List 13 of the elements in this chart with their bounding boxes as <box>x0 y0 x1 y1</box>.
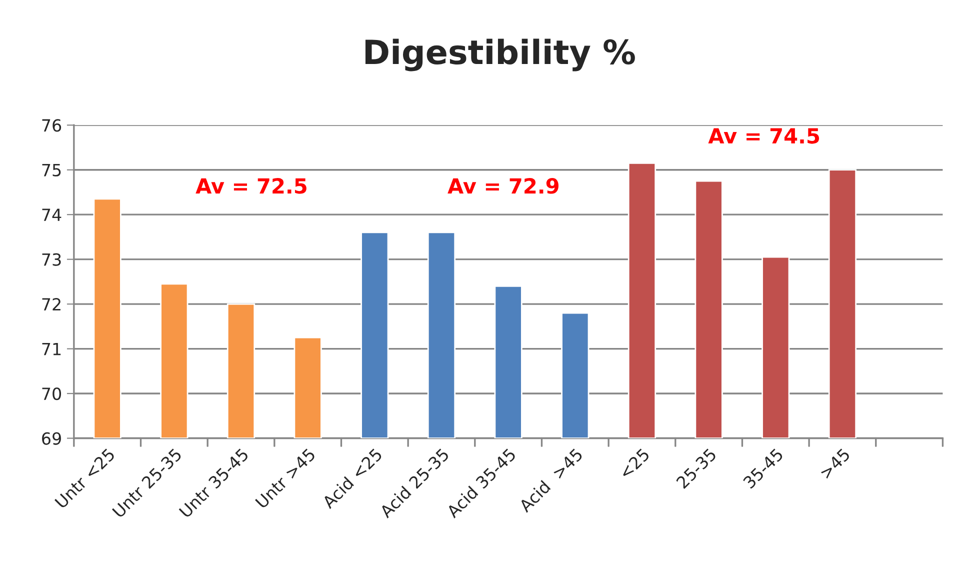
y-tick-label: 75 <box>42 164 61 176</box>
y-tick-label: 71 <box>42 342 61 356</box>
annotation: Av = 72.5 <box>196 178 306 194</box>
x-tick-label: <25 <box>618 448 650 480</box>
y-tick-label: 76 <box>42 119 62 132</box>
y-tick-label: 69 <box>42 432 61 445</box>
chart-title: Digestibility % <box>365 38 635 72</box>
y-tick-label: 73 <box>42 253 61 266</box>
y-tick-label: 72 <box>42 298 60 310</box>
y-tick-label: 74 <box>42 208 62 221</box>
y-tick-label: 70 <box>42 387 62 400</box>
annotation: Av = 72.9 <box>448 178 558 194</box>
annotation: Av = 74.5 <box>708 128 819 144</box>
